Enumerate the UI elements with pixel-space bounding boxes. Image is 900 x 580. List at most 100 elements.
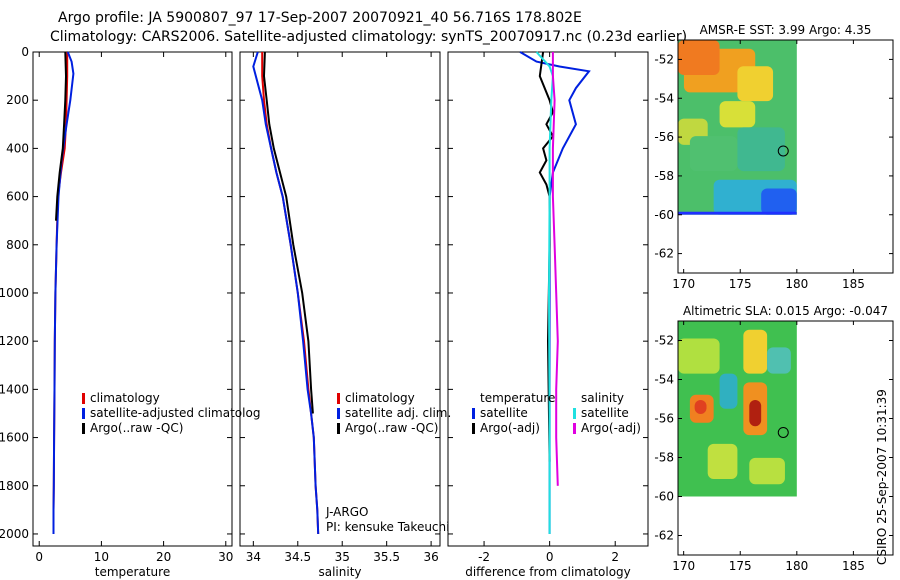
legend-swatch — [573, 408, 576, 419]
annotation-pi: PI: kensuke Takeuchi — [326, 520, 449, 534]
plot-frame — [32, 51, 233, 547]
legend-label: satellite — [581, 406, 629, 420]
legend-label: climatology — [90, 391, 160, 405]
x-tick-label: 34 — [246, 550, 261, 564]
legend-label: Argo(..raw -QC) — [90, 421, 183, 435]
y-tick-label: 2000 — [0, 527, 29, 541]
map-feature — [719, 101, 756, 128]
y-tick-label: -60 — [654, 490, 674, 504]
x-tick-label: 180 — [785, 277, 808, 291]
map-features — [678, 329, 791, 485]
map-title: Altimetric SLA: 0.015 Argo: -0.047 — [683, 304, 888, 318]
x-tick-label: 180 — [785, 559, 808, 573]
x-axis-label: salinity — [318, 565, 361, 579]
y-tick-label: 800 — [6, 238, 29, 252]
legend-swatch — [573, 423, 576, 434]
legend-swatch — [472, 408, 475, 419]
map-feature — [678, 40, 720, 75]
map-feature — [737, 66, 774, 102]
map-feature — [689, 136, 738, 172]
legend-label: salinity — [581, 391, 624, 405]
y-tick-label: 1600 — [0, 431, 29, 445]
legend-swatch — [82, 408, 85, 419]
x-tick-label: 170 — [672, 277, 695, 291]
legend-swatch — [337, 423, 340, 434]
map-feature — [761, 188, 797, 215]
y-tick-label: 1000 — [0, 286, 29, 300]
header-line-2: Climatology: CARS2006. Satellite-adjuste… — [50, 29, 688, 45]
map-feature — [694, 399, 707, 415]
x-axis-label: temperature — [95, 565, 170, 579]
x-tick-label: 35 — [335, 550, 350, 564]
y-tick-label: 600 — [6, 190, 29, 204]
y-tick-label: 0 — [21, 45, 29, 59]
x-tick-label: 185 — [842, 277, 865, 291]
float-position-marker — [777, 426, 789, 438]
legend-swatch — [82, 423, 85, 434]
float-position-marker — [777, 145, 789, 157]
map-feature — [719, 373, 738, 409]
legend-swatch — [472, 423, 475, 434]
y-tick-label: -56 — [654, 130, 674, 144]
x-axis-label: difference from climatology — [465, 565, 631, 579]
legend-swatch — [82, 393, 85, 404]
series-line-1 — [252, 51, 320, 535]
y-tick-label: -56 — [654, 412, 674, 426]
legend-label: climatology — [345, 391, 415, 405]
sst-map-panel: 170 175 180 185 -52 -54 -56 -58 -60 -62 AMSR-E SST… — [654, 23, 894, 291]
legend-label: satellite adj. clim. — [345, 406, 451, 420]
series-line-2 — [262, 51, 314, 414]
y-tick-label: -62 — [654, 529, 674, 543]
y-tick-label: -60 — [654, 208, 674, 222]
x-tick-label: 185 — [842, 559, 865, 573]
y-tick-label: -58 — [654, 169, 674, 183]
series-line-3 — [551, 52, 559, 486]
y-tick-label: -54 — [654, 373, 674, 387]
y-tick-label: 400 — [6, 141, 29, 155]
x-tick-label: -2 — [478, 550, 490, 564]
map-edge-band — [678, 211, 797, 215]
plot-frame — [239, 51, 441, 547]
map-frame — [677, 320, 894, 556]
x-tick-label: 36 — [423, 550, 438, 564]
header-line-1: Argo profile: JA 5900807_97 17-Sep-2007 … — [58, 10, 582, 26]
y-tick-label: 1800 — [0, 479, 29, 493]
y-tick-label: 1400 — [0, 382, 29, 396]
annotation-program: J-ARGO — [325, 505, 368, 519]
series-line-0 — [261, 52, 320, 535]
map-title: AMSR-E SST: 3.99 Argo: 4.35 — [700, 23, 872, 37]
legend-label: Argo(..raw -QC) — [345, 421, 438, 435]
x-tick-label: 35.5 — [373, 550, 400, 564]
timestamp-label: CSIRO 25-Sep-2007 10:31:39 — [875, 389, 889, 565]
x-tick-label: 20 — [156, 550, 171, 564]
x-tick-label: 175 — [729, 277, 752, 291]
x-tick-label: 175 — [729, 559, 752, 573]
map-feature — [749, 399, 762, 427]
legend-label: temperature — [480, 391, 555, 405]
series-line-2 — [55, 51, 68, 221]
y-tick-label: -54 — [654, 91, 674, 105]
map-feature — [749, 457, 785, 485]
legend-swatch — [337, 393, 340, 404]
legend-label: satellite-adjusted climatolog — [90, 406, 260, 420]
legend-swatch — [337, 408, 340, 419]
y-tick-label: 200 — [6, 93, 29, 107]
map-feature — [767, 347, 791, 374]
y-tick-label: 1200 — [0, 334, 29, 348]
y-tick-label: -62 — [654, 247, 674, 261]
temperature-panel: 0 10 20 30 0 200 400 600 800 1000 1200 1400 1600 1800… — [0, 45, 260, 579]
map-feature — [737, 127, 785, 172]
salinity-panel: 34 34.5 35 35.5 36 salinity climatologysatelli… — [239, 51, 451, 579]
x-tick-label: 170 — [672, 559, 695, 573]
map-feature — [707, 443, 738, 479]
x-tick-label: 0 — [35, 550, 43, 564]
map-features — [678, 40, 797, 215]
legend-label: Argo(-adj) — [480, 421, 540, 435]
series-line-2 — [535, 51, 554, 534]
y-tick-label: -52 — [654, 334, 674, 348]
sla-map-panel: 170 175 180 185 -52 -54 -56 -58 -60 -62 Altimetric… — [654, 304, 894, 573]
y-tick-label: -58 — [654, 451, 674, 465]
x-tick-label: 10 — [94, 550, 109, 564]
